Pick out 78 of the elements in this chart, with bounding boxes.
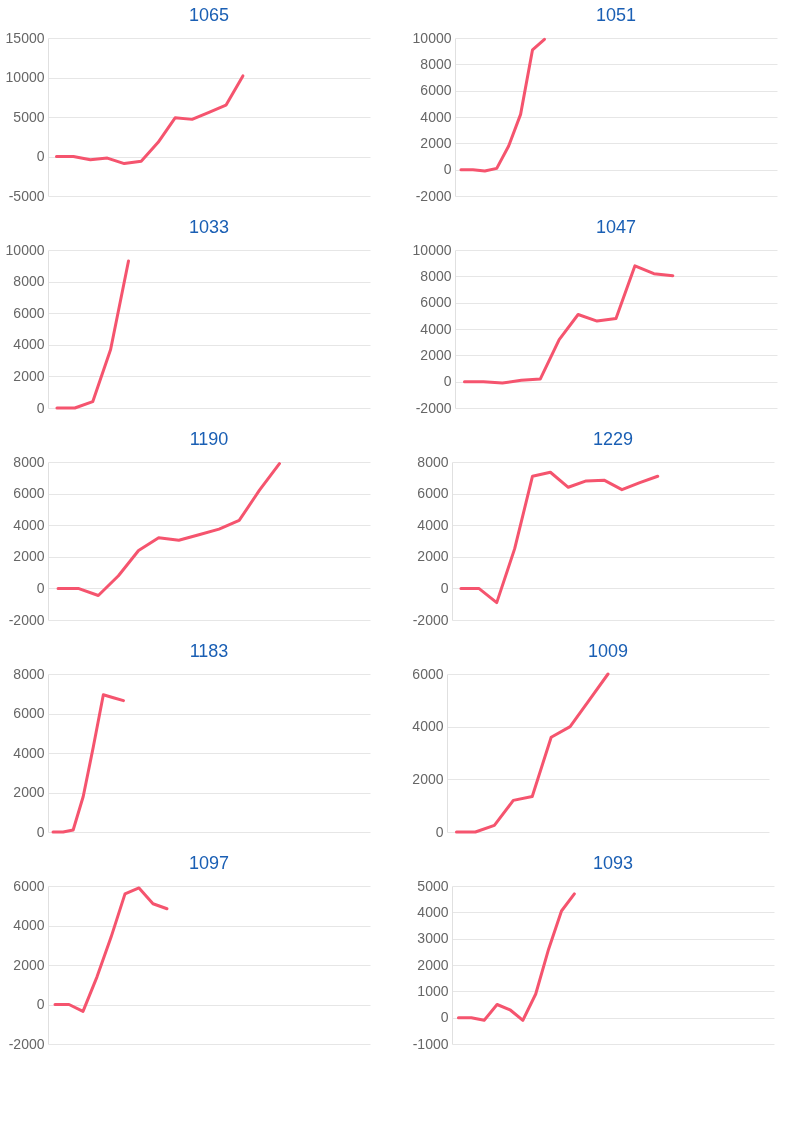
y-tick-label: 4000 xyxy=(420,320,452,337)
y-tick-label: 2000 xyxy=(13,956,45,973)
line-series xyxy=(459,37,546,173)
y-tick-label: 4000 xyxy=(13,917,45,933)
chart-title: 1047 xyxy=(595,217,637,237)
y-tick-label: -2000 xyxy=(8,611,45,628)
y-tick-label: 8000 xyxy=(13,665,45,682)
y-tick-label: -5000 xyxy=(8,187,45,204)
y-tick-label: 2000 xyxy=(13,367,45,384)
y-tick-label: 0 xyxy=(36,823,45,840)
line-series xyxy=(456,892,576,1022)
y-tick-label: 0 xyxy=(36,996,45,1012)
y-tick-label: 0 xyxy=(36,399,45,416)
y-tick-label: 8000 xyxy=(420,55,452,72)
chart-title: 1190 xyxy=(189,429,229,449)
line-series xyxy=(454,672,610,834)
y-tick-label: 4000 xyxy=(417,516,449,533)
y-tick-label: 4000 xyxy=(13,744,45,761)
chart-title: 1051 xyxy=(595,5,637,25)
y-tick-label: 10000 xyxy=(412,241,452,258)
chart-title: 1229 xyxy=(592,429,634,449)
y-tick-label: 2000 xyxy=(13,784,45,800)
y-tick-label: 4000 xyxy=(13,336,45,353)
chart-title: 1093 xyxy=(592,853,634,873)
y-tick-label: 8000 xyxy=(417,453,449,470)
y-tick-label: 2000 xyxy=(420,346,452,363)
line-series xyxy=(462,264,675,385)
y-tick-label: 6000 xyxy=(412,665,444,682)
line-series xyxy=(55,259,130,410)
line-series xyxy=(459,470,660,605)
y-tick-label: 3000 xyxy=(417,930,449,947)
y-tick-label: 2000 xyxy=(13,548,45,565)
chart-title: 1183 xyxy=(189,641,229,661)
y-tick-label: 6000 xyxy=(13,485,45,502)
y-tick-label: 4000 xyxy=(417,903,449,920)
y-tick-label: 5000 xyxy=(13,108,45,125)
y-tick-label: 2000 xyxy=(420,134,452,151)
y-tick-label: 8000 xyxy=(420,267,452,284)
y-tick-label: 10000 xyxy=(5,241,45,258)
y-tick-label: 0 xyxy=(440,579,449,596)
y-tick-label: 6000 xyxy=(417,485,449,502)
chart-title: 1033 xyxy=(188,217,230,237)
y-tick-label: -1000 xyxy=(412,1035,449,1052)
y-tick-label: 10000 xyxy=(5,69,45,85)
line-series xyxy=(53,886,169,1013)
y-tick-label: 8000 xyxy=(13,273,45,290)
line-series xyxy=(56,462,281,598)
y-tick-label: 6000 xyxy=(420,294,452,311)
y-tick-label: 8000 xyxy=(13,453,45,470)
y-tick-label: 6000 xyxy=(13,304,45,321)
y-tick-label: 6000 xyxy=(13,877,45,894)
y-tick-label: 6000 xyxy=(420,82,452,99)
y-tick-label: 0 xyxy=(36,148,45,164)
y-tick-label: 0 xyxy=(440,1009,449,1026)
y-tick-label: 15000 xyxy=(5,29,45,46)
y-tick-label: -2000 xyxy=(8,1035,45,1052)
y-tick-label: -2000 xyxy=(412,611,449,628)
y-tick-label: 0 xyxy=(36,579,45,596)
y-tick-label: 5000 xyxy=(417,877,449,894)
y-tick-label: -2000 xyxy=(415,187,452,204)
line-series xyxy=(51,693,125,834)
y-tick-label: 0 xyxy=(443,161,452,178)
y-tick-label: 2000 xyxy=(412,770,444,787)
y-tick-label: 4000 xyxy=(13,516,45,533)
chart-title: 1009 xyxy=(587,641,629,661)
y-tick-label: 4000 xyxy=(412,718,444,735)
y-tick-label: 6000 xyxy=(13,705,45,721)
y-tick-label: 2000 xyxy=(417,548,449,565)
y-tick-label: 10000 xyxy=(412,29,452,46)
y-tick-label: 0 xyxy=(435,823,444,840)
chart-title: 1097 xyxy=(188,853,230,873)
y-tick-label: 0 xyxy=(443,373,452,390)
y-tick-label: -2000 xyxy=(415,399,452,416)
y-tick-label: 4000 xyxy=(420,108,452,125)
line-series xyxy=(54,74,245,166)
y-tick-label: 1000 xyxy=(417,982,449,999)
chart-title: 1065 xyxy=(188,5,230,25)
y-tick-label: 2000 xyxy=(417,956,449,973)
